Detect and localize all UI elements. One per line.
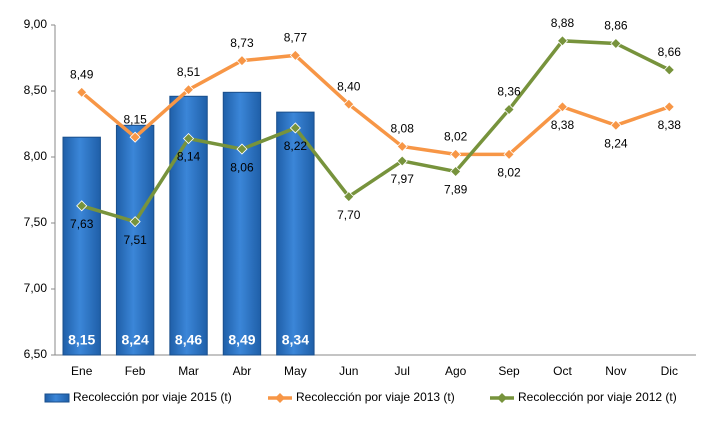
point-value-label: 7,97 bbox=[391, 172, 415, 186]
point-value-label: 8,88 bbox=[551, 16, 575, 30]
point-value-label: 8,77 bbox=[284, 31, 308, 45]
x-tick-label: Jul bbox=[395, 364, 410, 378]
point-value-label: 8,06 bbox=[230, 160, 254, 174]
legend-label: Recolección por viaje 2015 (t) bbox=[73, 390, 232, 404]
x-tick-label: Ene bbox=[71, 364, 93, 378]
point-value-label: 7,70 bbox=[337, 208, 361, 222]
legend-swatch bbox=[44, 393, 70, 403]
point-value-label: 8,86 bbox=[604, 19, 628, 33]
marker bbox=[610, 37, 622, 50]
x-tick-label: Sep bbox=[498, 364, 520, 378]
point-value-label: 8,38 bbox=[551, 118, 575, 132]
x-tick-label: Abr bbox=[233, 364, 252, 378]
marker bbox=[343, 191, 355, 203]
marker bbox=[396, 140, 408, 153]
x-tick-label: Nov bbox=[605, 364, 626, 378]
point-value-label: 8,49 bbox=[70, 67, 94, 81]
marker bbox=[663, 101, 675, 113]
point-value-label: 8,08 bbox=[391, 122, 415, 136]
bar bbox=[62, 136, 101, 356]
marker bbox=[343, 98, 355, 110]
marker bbox=[450, 165, 462, 178]
marker bbox=[450, 148, 462, 160]
marker bbox=[503, 148, 515, 160]
marker bbox=[129, 216, 141, 228]
bar-value-label: 8,34 bbox=[282, 332, 309, 348]
legend-label: Recolección por viaje 2013 (t) bbox=[296, 390, 455, 404]
bar bbox=[222, 91, 262, 356]
y-tick-label: 7,00 bbox=[24, 281, 48, 295]
legend-marker bbox=[275, 393, 285, 403]
marker bbox=[236, 143, 248, 155]
y-tick-label: 8,00 bbox=[24, 149, 48, 163]
point-value-label: 8,66 bbox=[658, 45, 682, 59]
point-value-label: 7,63 bbox=[70, 217, 94, 231]
bar-value-label: 8,46 bbox=[175, 332, 202, 348]
bar bbox=[276, 111, 315, 356]
point-value-label: 8,38 bbox=[658, 118, 682, 132]
point-value-label: 8,40 bbox=[337, 79, 361, 93]
point-value-label: 8,22 bbox=[284, 139, 308, 153]
marker bbox=[129, 131, 141, 143]
point-value-label: 8,36 bbox=[497, 85, 521, 99]
marker bbox=[182, 132, 195, 145]
marker bbox=[556, 35, 569, 47]
bar-value-label: 8,24 bbox=[122, 332, 149, 348]
y-tick-label: 6,50 bbox=[24, 347, 48, 361]
marker bbox=[663, 64, 675, 76]
point-value-label: 8,15 bbox=[123, 112, 147, 126]
x-tick-label: Ago bbox=[445, 364, 467, 378]
y-tick-label: 9,00 bbox=[24, 17, 48, 31]
bar-value-label: 8,49 bbox=[228, 332, 255, 348]
marker bbox=[236, 55, 248, 67]
y-tick-label: 7,50 bbox=[24, 215, 48, 229]
marker bbox=[503, 103, 515, 116]
bar bbox=[115, 124, 155, 356]
marker bbox=[182, 84, 195, 96]
marker bbox=[76, 86, 88, 98]
bar-value-label: 8,15 bbox=[68, 332, 95, 348]
point-value-label: 8,02 bbox=[444, 130, 468, 144]
legend-label: Recolección por viaje 2012 (t) bbox=[518, 390, 677, 404]
x-tick-label: Mar bbox=[178, 364, 199, 378]
x-tick-label: May bbox=[284, 364, 307, 378]
point-value-label: 8,02 bbox=[497, 166, 521, 180]
point-value-label: 7,89 bbox=[444, 183, 468, 197]
marker bbox=[289, 122, 301, 134]
line bbox=[80, 53, 670, 157]
marker bbox=[396, 155, 408, 167]
x-tick-label: Jun bbox=[339, 364, 358, 378]
x-tick-label: Oct bbox=[553, 364, 572, 378]
point-value-label: 8,24 bbox=[604, 136, 628, 150]
marker bbox=[556, 101, 569, 113]
marker bbox=[76, 200, 88, 212]
point-value-label: 7,51 bbox=[123, 233, 147, 247]
line bbox=[81, 39, 671, 224]
point-value-label: 8,14 bbox=[177, 150, 201, 164]
legend-marker bbox=[497, 393, 507, 403]
y-tick-label: 8,50 bbox=[24, 83, 48, 97]
marker bbox=[289, 49, 301, 61]
marker bbox=[610, 119, 622, 131]
x-tick-label: Dic bbox=[661, 364, 678, 378]
point-value-label: 8,51 bbox=[177, 65, 201, 79]
x-tick-label: Feb bbox=[125, 364, 146, 378]
point-value-label: 8,73 bbox=[230, 36, 254, 50]
